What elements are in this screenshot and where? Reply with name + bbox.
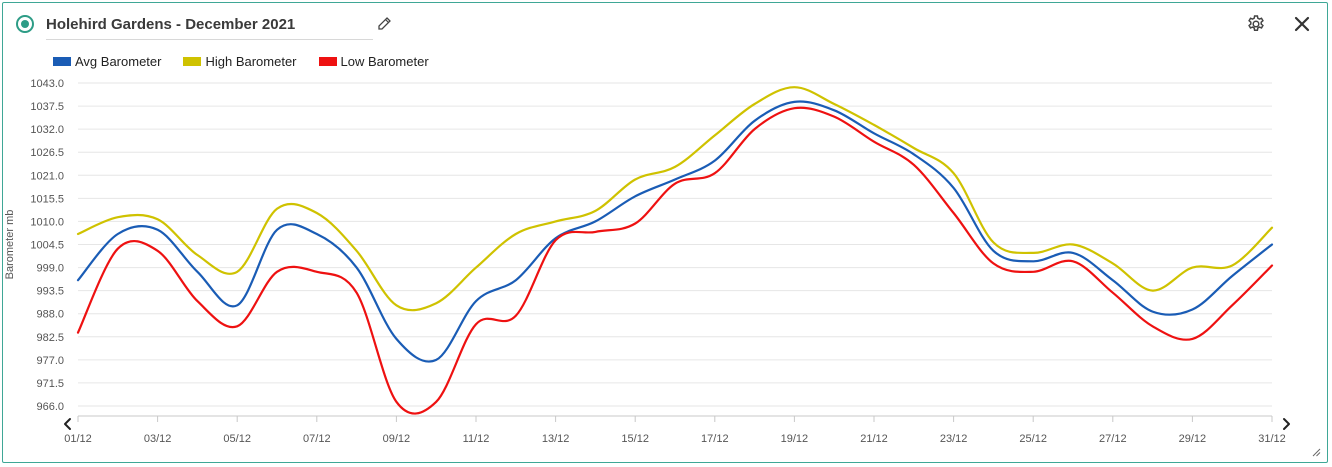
x-tick-label: 27/12 <box>1099 433 1127 445</box>
pencil-icon[interactable] <box>376 16 392 32</box>
legend-label-low: Low Barometer <box>340 53 429 69</box>
x-tick-label: 03/12 <box>144 433 172 445</box>
y-axis-title: Barometer mb <box>4 210 16 280</box>
x-tick-label: 07/12 <box>303 433 331 445</box>
legend-item-avg[interactable]: Avg Barometer <box>53 54 161 69</box>
y-tick-label: 1015.5 <box>30 193 64 205</box>
x-tick-label: 17/12 <box>701 433 729 445</box>
x-tick-label: 25/12 <box>1019 433 1047 445</box>
legend-item-low[interactable]: Low Barometer <box>318 53 429 69</box>
y-tick-label: 1026.5 <box>30 147 64 159</box>
chevron-left-icon[interactable] <box>64 418 71 430</box>
x-tick-label: 09/12 <box>383 433 411 445</box>
legend-swatch-low <box>318 56 337 66</box>
x-tick-label: 23/12 <box>940 433 968 445</box>
x-tick-label: 15/12 <box>621 433 649 445</box>
status-dot-icon <box>16 15 34 33</box>
series-line-high <box>76 86 1274 312</box>
y-tick-label: 966.0 <box>36 401 64 413</box>
x-tick-label: 29/12 <box>1179 433 1207 445</box>
x-tick-label: 05/12 <box>223 433 251 445</box>
title-field[interactable]: Holehird Gardens - December 2021 <box>46 11 373 40</box>
y-tick-label: 1021.0 <box>30 170 64 182</box>
y-tick-label: 1043.0 <box>30 78 64 90</box>
series-line-avg <box>76 100 1274 363</box>
chevron-right-icon[interactable] <box>1283 418 1290 430</box>
close-icon[interactable] <box>1293 15 1311 33</box>
y-tick-label: 977.0 <box>36 355 64 367</box>
series-line-low <box>76 106 1274 415</box>
y-tick-label: 1032.0 <box>30 124 64 136</box>
resize-handle-icon[interactable] <box>1311 447 1321 457</box>
y-tick-label: 1004.5 <box>30 240 64 252</box>
legend-label-high: High Barometer <box>205 53 297 69</box>
legend-swatch-high <box>183 56 202 66</box>
panel-title: Holehird Gardens - December 2021 <box>46 16 296 33</box>
legend-label-avg: Avg Barometer <box>75 53 162 69</box>
gear-icon[interactable] <box>1246 14 1266 34</box>
panel-header: Holehird Gardens - December 2021 <box>3 3 1327 47</box>
y-tick-label: 971.5 <box>36 378 64 390</box>
y-tick-label: 982.5 <box>36 332 64 344</box>
y-tick-label: 1037.5 <box>30 101 64 113</box>
x-tick-label: 11/12 <box>463 433 490 445</box>
legend-item-high[interactable]: High Barometer <box>183 53 297 69</box>
y-tick-label: 1010.0 <box>30 216 64 228</box>
y-tick-label: 988.0 <box>36 309 64 321</box>
legend-swatch-avg <box>53 56 71 66</box>
chart-legend: Avg Barometer High Barometer Low Baromet… <box>53 51 451 71</box>
x-tick-label: 31/12 <box>1258 433 1286 445</box>
x-tick-label: 21/12 <box>860 433 888 445</box>
y-tick-label: 999.0 <box>36 263 64 275</box>
x-tick-label: 19/12 <box>781 433 809 445</box>
x-tick-label: 01/12 <box>64 433 92 445</box>
x-tick-label: 13/12 <box>542 433 570 445</box>
y-tick-label: 993.5 <box>36 286 64 298</box>
